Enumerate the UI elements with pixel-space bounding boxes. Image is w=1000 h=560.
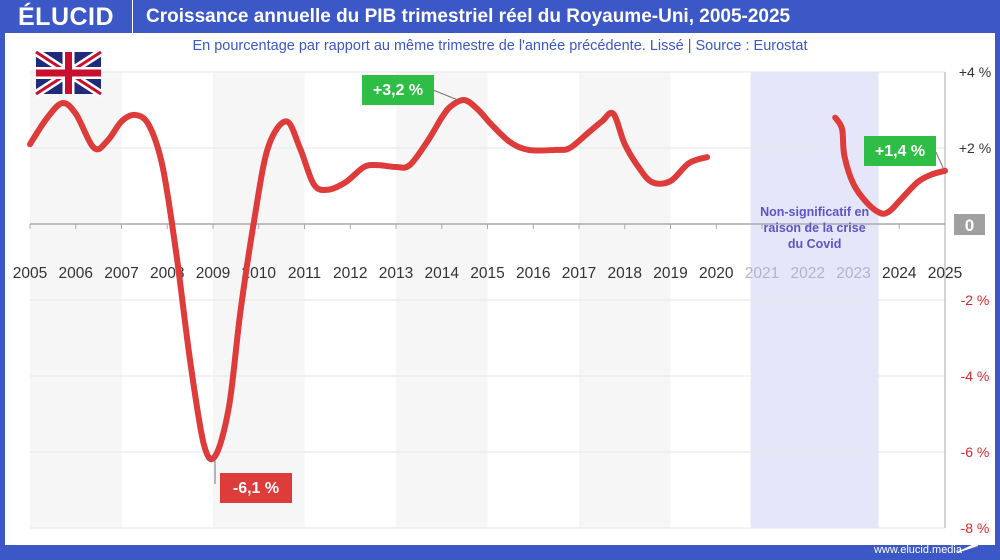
x-tick-label: 2010 <box>242 265 277 282</box>
annotation-label: -6,1 % <box>233 480 279 497</box>
annotation-box <box>864 136 936 166</box>
x-tick-label: 2017 <box>562 265 596 282</box>
website-link[interactable]: www.elucid.media <box>873 544 962 556</box>
x-tick-label: 2021 <box>745 265 779 282</box>
x-tick-label: 2009 <box>196 265 230 282</box>
annotation-box <box>362 75 434 105</box>
y-tick-label: -4 % <box>961 368 990 384</box>
x-tick-label: 2013 <box>379 265 413 282</box>
annotation-label: +3,2 % <box>373 82 423 99</box>
x-tick-label: 2018 <box>608 265 642 282</box>
x-tick-label: 2019 <box>653 265 687 282</box>
covid-note: du Covid <box>788 237 841 251</box>
chart-subtitle: En pourcentage par rapport au même trime… <box>192 38 808 54</box>
series-line <box>832 114 948 217</box>
x-tick-label: 2006 <box>59 265 93 282</box>
elucid-logo: ÉLUCID <box>18 3 115 31</box>
header-divider <box>132 0 133 33</box>
y-tick-label: 0 <box>965 216 974 235</box>
united-kingdom-flag-icon <box>33 48 104 98</box>
y-tick-label: -6 % <box>961 444 990 460</box>
x-tick-label: 2011 <box>288 265 321 282</box>
zero-badge <box>954 214 985 235</box>
x-tick-label: 2020 <box>699 265 734 282</box>
x-tick-label: 2024 <box>882 265 917 282</box>
y-tick-label: -8 % <box>961 520 990 536</box>
x-tick-label: 2012 <box>333 265 367 282</box>
footer-logo-mark <box>957 542 978 553</box>
series-line <box>27 97 711 463</box>
y-tick-label: +2 % <box>959 140 991 156</box>
chart-title: Croissance annuelle du PIB trimestriel r… <box>146 6 791 27</box>
y-tick-label: -2 % <box>961 292 990 308</box>
x-tick-label: 2014 <box>425 265 460 282</box>
x-tick-label: 2005 <box>13 265 47 282</box>
y-tick-label: +4 % <box>959 64 991 80</box>
x-tick-label: 2022 <box>791 265 825 282</box>
annotation-box <box>220 473 292 503</box>
x-tick-label: 2015 <box>470 265 504 282</box>
annotation-label: +1,4 % <box>875 143 925 160</box>
annotation-leader <box>935 151 945 171</box>
x-tick-label: 2016 <box>516 265 550 282</box>
x-tick-label: 2007 <box>104 265 138 282</box>
covid-note: Non-significatif en <box>760 205 869 219</box>
header: ÉLUCID Croissance annuelle du PIB trimes… <box>0 0 1000 33</box>
covid-note: raison de la crise <box>764 221 866 235</box>
x-tick-label: 2023 <box>836 265 870 282</box>
